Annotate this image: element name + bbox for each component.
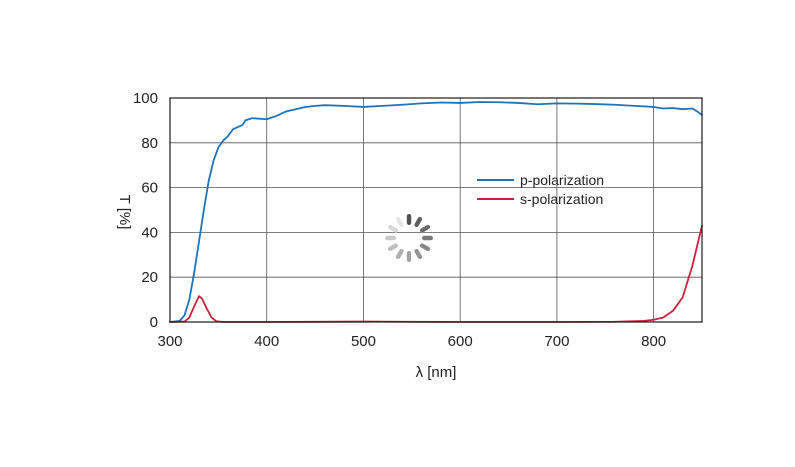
y-tick-label-20: 20	[141, 269, 158, 286]
y-tick-label-0: 0	[150, 314, 158, 331]
spinner-spoke	[406, 214, 412, 225]
x-tick-label-700: 700	[544, 333, 569, 350]
series-line-s-polarization	[169, 224, 703, 323]
y-tick-label-80: 80	[141, 135, 158, 152]
x-tick-label-800: 800	[641, 333, 666, 350]
y-tick-label-60: 60	[141, 180, 158, 197]
y-axis-label: T [%]	[116, 195, 133, 230]
y-tick-label-40: 40	[141, 224, 158, 241]
x-tick-label-500: 500	[351, 333, 376, 350]
x-tick-label-300: 300	[157, 333, 182, 350]
spinner-spoke	[387, 243, 399, 252]
spinner-spoke	[385, 235, 396, 241]
spinner-spoke	[414, 216, 423, 228]
grid-layer	[169, 97, 702, 323]
tick-labels: 300 400 500 600 700 800 0 20 40 60 80 100	[133, 90, 666, 350]
loading-spinner-icon	[385, 214, 433, 262]
x-tick-label-600: 600	[448, 333, 473, 350]
x-tick-label-400: 400	[254, 333, 279, 350]
legend-label-s-polarization: s-polarization	[520, 191, 603, 207]
spinner-spoke	[395, 216, 404, 228]
spinner-spoke	[419, 224, 431, 233]
spinner-spoke	[387, 224, 399, 233]
series-layer	[169, 101, 703, 323]
y-tick-label-100: 100	[133, 90, 158, 107]
spinner-spoke	[406, 251, 412, 262]
x-axis-label: λ [nm]	[416, 364, 457, 381]
spinner-spoke	[422, 235, 433, 241]
spinner-spoke	[419, 243, 431, 252]
spinner-spoke	[395, 248, 404, 260]
legend-label-p-polarization: p-polarization	[520, 172, 604, 188]
legend: p-polarization s-polarization	[477, 172, 604, 207]
spinner-spoke	[414, 248, 423, 260]
plot-area-frame	[169, 97, 703, 323]
series-line-p-polarization	[169, 101, 703, 323]
